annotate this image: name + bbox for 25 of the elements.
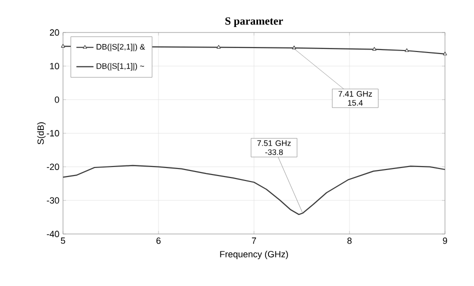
y-tick-label: -20 <box>46 164 60 170</box>
legend-label: DB(|S[1,1]|) ~ <box>96 63 144 71</box>
y-tick-label: -30 <box>46 197 60 204</box>
point <box>216 44 221 49</box>
y-axis-title: S(dB) <box>37 122 46 144</box>
point <box>404 48 409 52</box>
x-tick-label: 8 <box>347 238 352 244</box>
point <box>292 46 296 50</box>
point <box>442 52 448 56</box>
y-tick-label: -10 <box>46 130 60 136</box>
x-tick-label: 5 <box>60 238 66 244</box>
annotation: 7.41 GHz 15.4 <box>338 90 372 106</box>
y-tick-label: 10 <box>50 62 60 70</box>
y-tick-label: 20 <box>50 29 60 36</box>
legend-label: DB(|S[2,1]|) & <box>96 44 145 52</box>
x-tick-label: 7 <box>252 238 256 244</box>
line-series <box>63 164 445 216</box>
x-axis-title: Frequency (GHz) <box>220 250 288 260</box>
x-tick-label: 9 <box>442 238 448 244</box>
y-tick-label: -40 <box>46 230 60 238</box>
chart-title: S parameter <box>225 17 283 27</box>
y-tick-label: 0 <box>54 96 60 103</box>
point <box>372 46 376 51</box>
annotation: 7.51 GHz -33.8 <box>257 140 291 156</box>
x-tick-label: 6 <box>156 238 161 244</box>
